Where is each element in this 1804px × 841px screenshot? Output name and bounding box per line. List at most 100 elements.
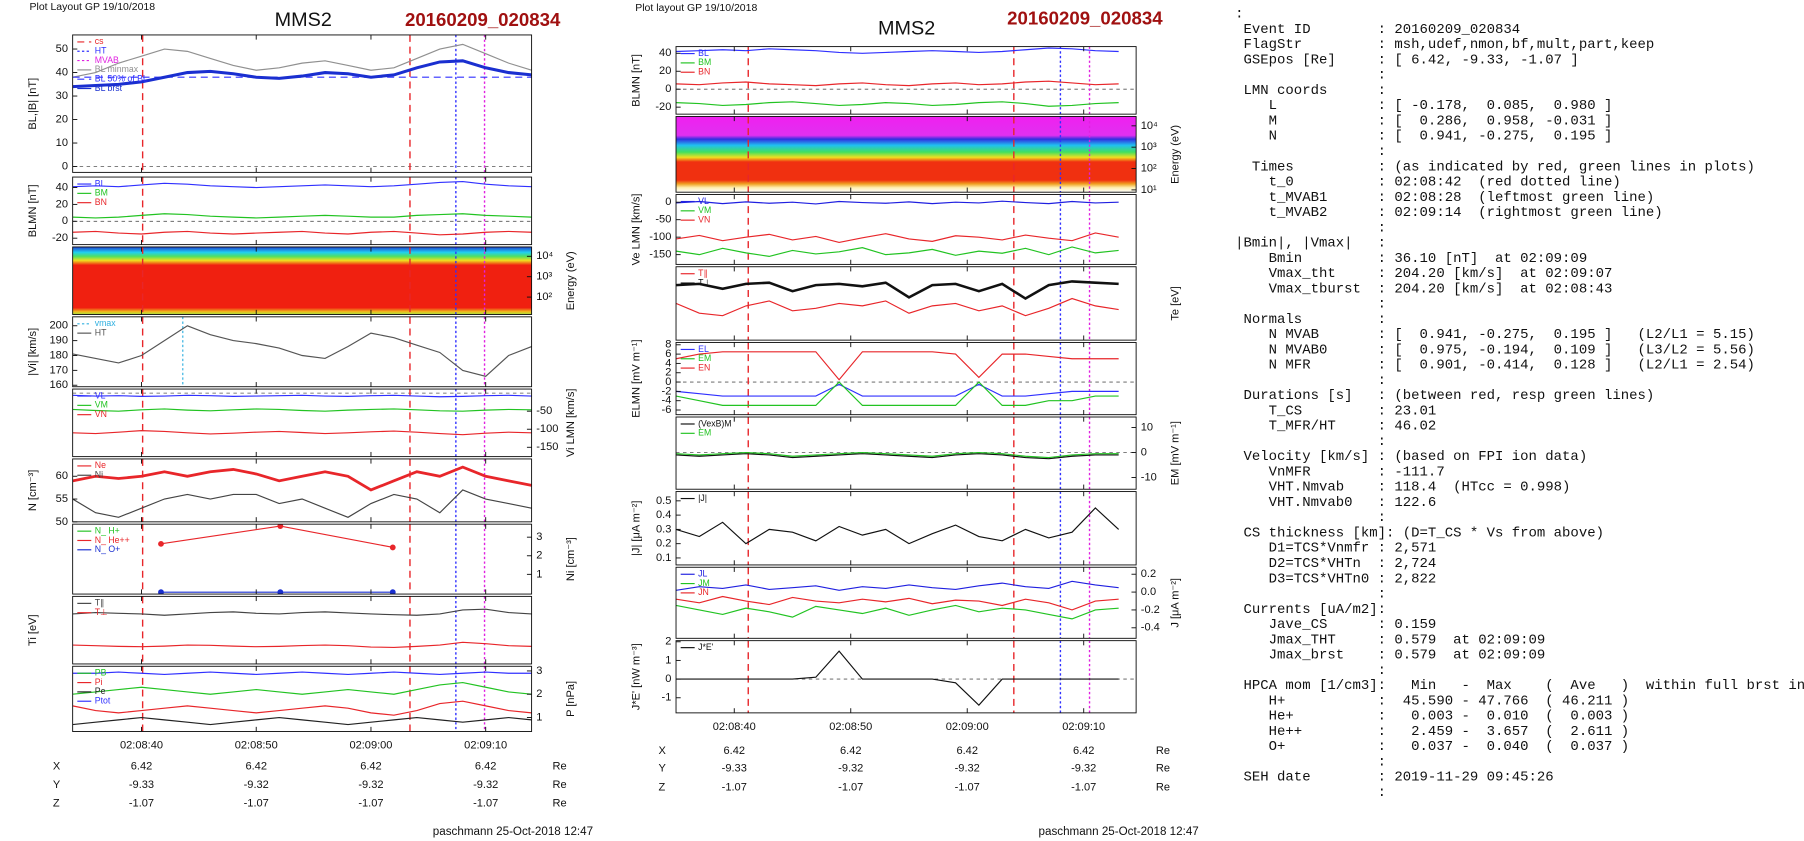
- legend-label: |J|: [698, 493, 707, 503]
- y-tick-label: 2: [536, 688, 542, 700]
- series-line: [72, 641, 532, 648]
- summary-line: N MVAB : [ 0.941, -0.275, 0.195 ] (L2/L1…: [1235, 327, 1755, 343]
- summary-line: VHT.Nmvab : 118.4 (HTcc = 0.998): [1235, 480, 1570, 496]
- summary-line: VHT.Nmvab0 : 122.6: [1235, 495, 1436, 511]
- panel: [676, 342, 1137, 415]
- x-tick-label: 02:08:40: [713, 721, 756, 733]
- summary-line: FlagStr : msh,udef,nmon,bf,mult,part,kee…: [1235, 37, 1654, 53]
- y-tick-label: 160: [50, 379, 68, 391]
- summary-line: :: [1235, 587, 1386, 603]
- legend-label: HT: [95, 327, 107, 337]
- x-tick-label: 02:09:10: [464, 739, 507, 751]
- panel: [676, 194, 1119, 265]
- y-axis-label: |J| [μA m⁻²]: [630, 501, 642, 556]
- y-axis-label: Te [eV]: [1170, 286, 1182, 320]
- row-label: X: [659, 745, 667, 757]
- position-value: 6.42: [131, 760, 153, 772]
- data-point: [158, 540, 164, 547]
- series-line: [676, 280, 1119, 301]
- footer: paschmann 25-Oct-2018 12:47: [1039, 825, 1199, 838]
- y-tick-label: 10³: [536, 271, 552, 283]
- y-axis-label: Energy (eV): [1170, 125, 1182, 184]
- y-tick-label: -1: [662, 692, 672, 704]
- summary-line: M : [ 0.286, 0.958, -0.031 ]: [1235, 113, 1612, 129]
- data-point: [158, 589, 164, 595]
- y-tick-label: 0: [665, 196, 671, 208]
- summary-line: T_MFR/HT : 46.02: [1235, 419, 1436, 435]
- legend-label: BN: [95, 197, 107, 207]
- position-value: 6.42: [245, 760, 267, 772]
- y-tick-label: -150: [649, 249, 671, 261]
- series-line: [72, 716, 532, 726]
- legend-label: BN: [698, 67, 710, 77]
- y-tick-label: -50: [536, 405, 552, 417]
- summary-line: :: [1235, 144, 1386, 160]
- panel-frame: [72, 388, 533, 458]
- x-tick-label: 02:09:10: [1062, 721, 1105, 733]
- position-value: 6.42: [360, 760, 382, 772]
- row-label: Z: [53, 798, 60, 810]
- summary-line: :: [1235, 220, 1386, 236]
- summary-line: Jave_CS : 0.159: [1235, 617, 1436, 633]
- position-value: -9.32: [1071, 763, 1096, 775]
- y-tick-label: -50: [655, 214, 671, 226]
- legend-label: VM: [698, 205, 711, 215]
- y-tick-label: -20: [52, 232, 68, 244]
- summary-line: |Bmin|, |Vmax| :: [1235, 236, 1386, 252]
- y-tick-label: 190: [50, 335, 68, 347]
- y-tick-label: 170: [50, 364, 68, 376]
- series-line: [676, 200, 1119, 205]
- series-line: [72, 408, 532, 412]
- panel: [141, 524, 486, 595]
- summary-line: :: [1235, 297, 1386, 313]
- y-tick-label: 0.4: [656, 509, 671, 521]
- summary-line: t_0 : 02:08:42 (red dotted line): [1235, 175, 1621, 191]
- legend-label: N_ He++: [95, 535, 130, 545]
- summary-line: D3=TCS*VHTn0 : 2,822: [1235, 571, 1436, 587]
- legend-label: Pi: [95, 677, 103, 687]
- summary-line: T_CS : 23.01: [1235, 403, 1436, 419]
- y-tick-label: 8: [665, 339, 671, 351]
- y-axis-label: Energy (eV): [565, 251, 577, 310]
- series-line: [72, 213, 532, 219]
- panel-frame: [72, 176, 533, 246]
- y-tick-label: 0.2: [1141, 568, 1156, 580]
- panel: [72, 246, 532, 315]
- panel-frame: [675, 266, 1137, 341]
- legend-label: VM: [95, 400, 108, 410]
- series-line: [676, 595, 1119, 611]
- spectrogram: [676, 116, 1137, 193]
- y-tick-label: 3: [536, 531, 542, 543]
- legend-label: Ne: [95, 460, 106, 470]
- summary-line: Velocity [km/s] : (based on FPI ion data…: [1235, 449, 1587, 465]
- series-line: [72, 325, 532, 377]
- y-axis-label: Ti [eV]: [27, 614, 39, 646]
- series-line: [676, 604, 1119, 620]
- summary-line: Jmax_brst : 0.579 at 02:09:09: [1235, 648, 1545, 664]
- y-axis-label: ELMN [mV m⁻¹]: [630, 339, 642, 417]
- unit-label: Re: [553, 798, 567, 810]
- summary-line: Durations [s] : (between red, resp green…: [1235, 388, 1654, 404]
- summary-line: :: [1235, 7, 1243, 23]
- y-tick-label: 40: [56, 66, 68, 78]
- summary-line: He+ : 0.003 - 0.010 ( 0.003 ): [1235, 709, 1629, 725]
- summary-line: :: [1235, 434, 1386, 450]
- legend-label: T∥: [95, 598, 105, 608]
- series-line: [676, 47, 1119, 54]
- y-tick-label: 3: [536, 665, 542, 677]
- y-axis-label: J [μA m⁻²]: [1170, 578, 1182, 628]
- panel: [676, 116, 1137, 193]
- position-value: -9.32: [244, 779, 269, 791]
- row-label: Y: [659, 763, 667, 775]
- series-line: [676, 383, 1119, 397]
- y-tick-label: 200: [50, 320, 68, 332]
- data-point: [389, 589, 396, 595]
- y-tick-label: 40: [659, 47, 671, 59]
- legend-label: VN: [95, 409, 107, 419]
- panel-frame: [675, 194, 1137, 265]
- legend-label: BM: [95, 188, 108, 198]
- summary-line: Times : (as indicated by red, green line…: [1235, 159, 1755, 175]
- legend-label: cs: [95, 36, 104, 46]
- summary-line: L : [ -0.178, 0.085, 0.980 ]: [1235, 98, 1612, 114]
- panel-frame: [72, 523, 533, 595]
